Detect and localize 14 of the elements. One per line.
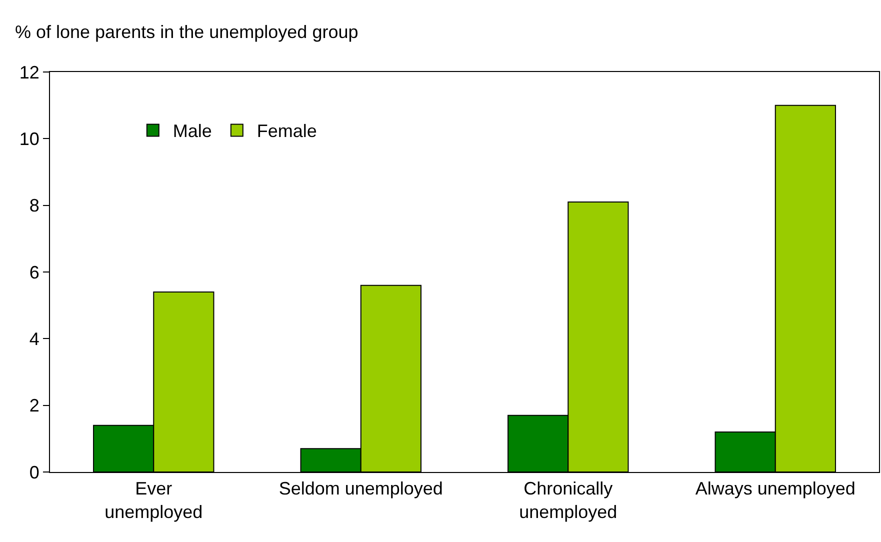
legend-label: Female — [256, 121, 317, 142]
y-tick-label: 8 — [29, 196, 40, 216]
y-axis-title: % of lone parents in the unemployed group — [15, 22, 358, 42]
y-tick-label: 0 — [29, 462, 40, 482]
x-tick-label: Chronically unemployed — [519, 478, 618, 522]
y-tick-label: 2 — [29, 396, 40, 416]
x-tick-label: Ever unemployed — [104, 478, 203, 522]
y-tick-label: 6 — [29, 262, 40, 282]
x-tick-label: Seldom unemployed — [278, 478, 443, 499]
y-tick-label: 4 — [29, 328, 40, 349]
y-tick-label: 12 — [19, 62, 40, 82]
x-tick-label: Always unemployed — [695, 478, 856, 499]
legend-label: Male — [172, 121, 212, 142]
y-tick-label: 10 — [19, 128, 40, 149]
